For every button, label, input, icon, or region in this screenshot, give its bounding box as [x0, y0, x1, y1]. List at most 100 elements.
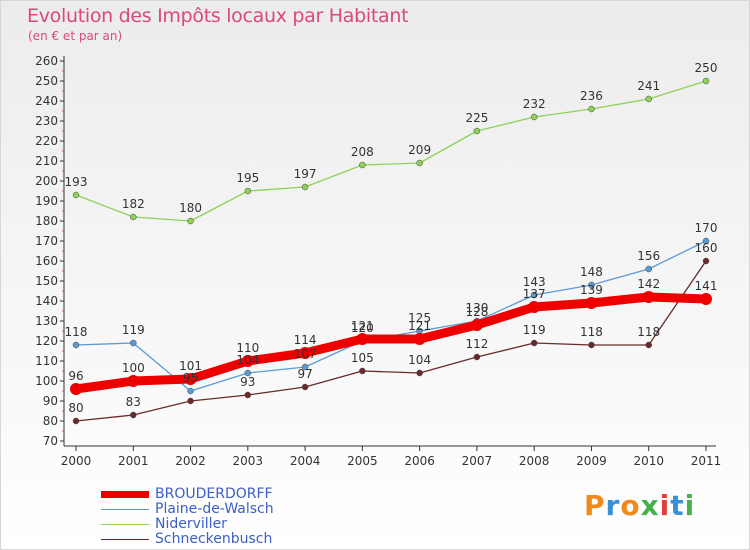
data-label: 93 [240, 375, 255, 389]
data-label: 225 [465, 111, 488, 125]
data-label: 137 [523, 287, 546, 301]
data-label: 195 [236, 171, 259, 185]
y-tick-label: 90 [43, 394, 58, 408]
data-point [299, 347, 312, 359]
data-point [187, 217, 194, 225]
data-label: 120 [351, 321, 374, 335]
data-label: 139 [580, 283, 603, 297]
data-label: 156 [637, 249, 660, 263]
data-label: 141 [695, 279, 718, 293]
data-point [70, 383, 82, 395]
data-point [359, 367, 366, 375]
data-point [72, 191, 80, 199]
data-point [301, 383, 309, 391]
data-label: 209 [408, 143, 431, 157]
series-line-plaine-de-walsch [75, 240, 707, 392]
logo-letter: x [640, 489, 660, 522]
data-label: 180 [179, 201, 202, 215]
data-label: 119 [122, 323, 145, 337]
x-tick-label: 2010 [633, 454, 664, 468]
data-point [241, 355, 254, 367]
data-label: 197 [294, 167, 317, 181]
data-point [470, 319, 483, 331]
x-tick-label: 2011 [691, 454, 722, 468]
y-tick-label: 180 [35, 214, 58, 228]
proxiti-logo: Proxiti [584, 489, 695, 522]
x-tick-label: 2008 [519, 454, 550, 468]
legend-label: BROUDERDORFF [155, 486, 273, 502]
y-tick-label: 170 [35, 234, 58, 248]
data-label: 96 [68, 369, 83, 383]
y-tick-label: 200 [35, 174, 58, 188]
x-tick-label: 2009 [576, 454, 607, 468]
data-point [416, 369, 423, 377]
data-point [528, 301, 541, 313]
data-label: 118 [65, 325, 88, 339]
data-label: 170 [695, 221, 718, 235]
y-tick-label: 150 [35, 274, 58, 288]
series-line-brouderdorff [71, 292, 711, 394]
data-point [413, 333, 426, 345]
data-label: 83 [126, 395, 141, 409]
legend-label: Schneckenbusch [155, 531, 273, 547]
data-point [588, 105, 595, 113]
x-tick-label: 2001 [118, 454, 149, 468]
data-point [301, 363, 309, 371]
data-point [473, 127, 481, 135]
data-label: 95 [183, 371, 198, 385]
data-point [585, 297, 598, 309]
y-tick-label: 70 [43, 434, 58, 448]
data-point [187, 397, 194, 405]
logo-letter: P [584, 489, 606, 522]
data-label: 80 [68, 401, 83, 415]
data-label: 104 [236, 353, 259, 367]
logo-letter: o [620, 489, 641, 522]
data-point [642, 291, 655, 303]
y-tick-label: 110 [35, 354, 58, 368]
legend-swatch-plaine-de-walsch [101, 509, 149, 510]
y-tick-label: 230 [35, 114, 58, 128]
data-point [130, 213, 137, 221]
y-tick-label: 240 [35, 94, 58, 108]
logo-letter: r [605, 489, 621, 522]
data-label: 100 [122, 361, 145, 375]
data-label: 125 [408, 311, 431, 325]
legend-swatch-schneckenbusch [101, 539, 149, 540]
data-label: 160 [695, 241, 718, 255]
x-tick-label: 2004 [290, 454, 321, 468]
data-point [72, 341, 80, 349]
data-point [130, 411, 137, 419]
data-point [244, 369, 252, 377]
data-point [530, 291, 538, 299]
data-point [473, 353, 481, 361]
y-tick-label: 190 [35, 194, 58, 208]
data-point [530, 339, 538, 347]
data-label: 193 [65, 175, 88, 189]
data-label: 236 [580, 89, 603, 103]
data-point [244, 187, 252, 195]
data-point [700, 293, 712, 305]
y-tick-label: 100 [35, 374, 58, 388]
y-tick-label: 140 [35, 294, 58, 308]
legend-label: Niderviller [155, 516, 227, 532]
data-point [702, 257, 710, 265]
data-point [184, 373, 197, 385]
data-label: 208 [351, 145, 374, 159]
y-tick-label: 260 [35, 54, 58, 68]
data-label: 121 [408, 319, 431, 333]
data-point [588, 341, 595, 349]
data-label: 104 [408, 353, 431, 367]
x-tick-label: 2003 [233, 454, 264, 468]
data-point [72, 417, 80, 425]
data-point [127, 375, 140, 387]
x-tick-label: 2006 [404, 454, 435, 468]
data-label: 101 [179, 359, 202, 373]
data-point [645, 265, 652, 273]
data-label: 142 [637, 277, 660, 291]
data-label: 107 [294, 347, 317, 361]
data-point [187, 387, 194, 395]
legend-label: Plaine-de-Walsch [155, 501, 274, 517]
legend-swatch-niderviller [101, 524, 149, 525]
